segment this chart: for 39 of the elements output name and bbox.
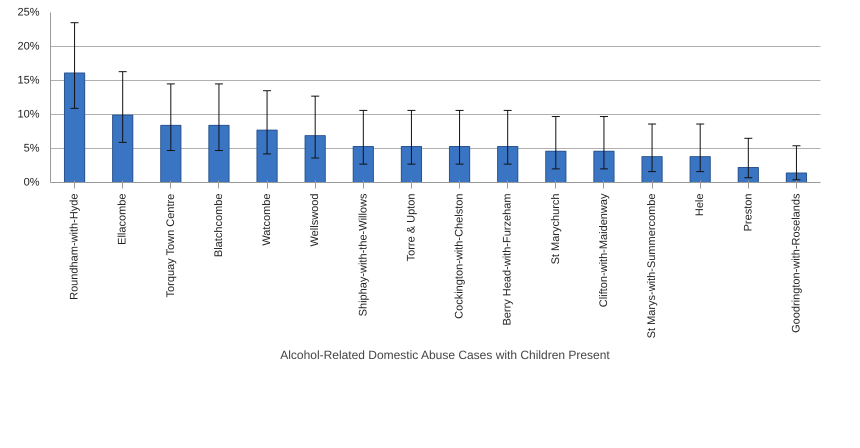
x-tick-label: Roundham-with-Hyde [68, 193, 81, 300]
bar [64, 72, 86, 182]
x-tick-label: Ellacombe [116, 194, 129, 245]
x-tick-label: Goodrington-with-Roselands [790, 193, 802, 333]
bar [690, 156, 711, 182]
bar [545, 150, 566, 182]
x-tick-label: Torre & Upton [405, 193, 418, 262]
bar [256, 130, 278, 182]
bar [738, 167, 759, 182]
bar [352, 146, 374, 182]
bar [786, 172, 808, 182]
text: Alcohol-Related Domestic Abuse Cases with Children Present [280, 348, 610, 362]
x-tick-label: St Marychurch [550, 193, 562, 264]
x-tick-label: Preston [742, 193, 754, 232]
bar [208, 124, 230, 182]
y-tick-label: 10% [17, 108, 40, 120]
bar [641, 156, 663, 182]
x-tick-label: Cockington-with-Chelston [454, 193, 466, 319]
bar [400, 146, 422, 182]
x-tick-label: Shiphay-with-the-Willows [357, 193, 370, 316]
x-tick-label: Hele [694, 194, 706, 216]
bar [160, 124, 182, 182]
y-tick-label: 0% [24, 176, 40, 188]
x-tick-label: Torquay Town Centre [164, 194, 177, 298]
bar [593, 150, 615, 182]
y-tick-label: 25% [17, 6, 40, 18]
bar [112, 114, 134, 182]
y-tick-label: 15% [17, 74, 40, 86]
x-tick-label: Watcombe [261, 193, 274, 246]
x-tick-label: St Marys-with-Summercombe [646, 194, 658, 338]
bar [448, 146, 470, 182]
y-tick-label: 20% [17, 40, 40, 52]
x-tick-label: Wellswood [309, 193, 322, 246]
y-tick-label: 5% [24, 142, 40, 154]
bar [497, 146, 518, 182]
x-tick-label: Clifton-with-Maidenway [598, 193, 610, 308]
bar [304, 135, 326, 182]
x-tick-label: Berry Head-with-Furzeham [502, 193, 514, 326]
x-tick-label: Blatchcombe [212, 193, 225, 258]
